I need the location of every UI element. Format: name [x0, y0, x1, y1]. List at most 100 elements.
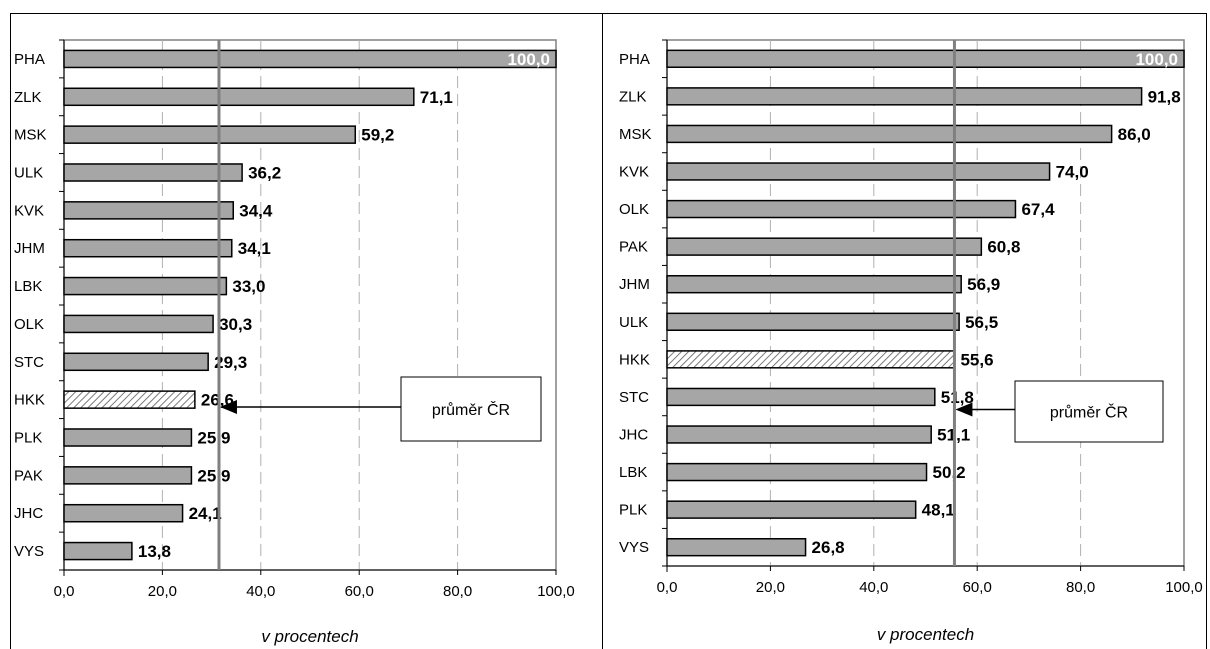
right-value-label: 56,5 [965, 313, 998, 332]
right-value-label: 74,0 [1056, 163, 1089, 182]
left-category-label: MSK [14, 127, 47, 144]
right-x-tick-label: 60,0 [963, 579, 992, 596]
left-category-label: VYS [14, 543, 44, 560]
left-bar-msk [63, 125, 357, 144]
left-bar-lbk [63, 276, 228, 296]
right-bar-pha [666, 49, 1185, 68]
right-category-label: KVK [619, 164, 649, 181]
left-value-label: 71,1 [420, 88, 453, 107]
left-category-label: JHC [14, 505, 43, 522]
left-category-label: KVK [14, 202, 44, 219]
left-value-label: 36,2 [248, 164, 281, 183]
left-bar-zlk [63, 87, 415, 107]
left-bar-jhm [63, 238, 233, 258]
right-bar-pak [666, 237, 983, 256]
right-value-label: 67,4 [1021, 200, 1055, 219]
right-x-tick-label: 0,0 [657, 579, 678, 596]
left-x-tick-label: 0,0 [54, 583, 75, 600]
left-x-axis-title: v procentech [261, 627, 358, 646]
left-arrow-head [219, 400, 237, 414]
left-category-label: ZLK [14, 89, 42, 106]
right-bar-olk [666, 199, 1017, 219]
right-x-axis-title: v procentech [877, 625, 974, 644]
left-category-label: OLK [14, 316, 44, 333]
right-category-label: HKK [619, 351, 650, 368]
right-bar-jhc [666, 425, 932, 444]
left-value-label: 25,9 [197, 466, 230, 485]
left-category-label: PLK [14, 430, 42, 447]
right-x-tick-label: 100,0 [1165, 579, 1203, 596]
right-value-label: 100,0 [1135, 50, 1178, 69]
left-category-label: HKK [14, 392, 45, 409]
right-bar-ulk [666, 312, 960, 331]
left-bar-jhc [63, 503, 184, 523]
left-bar-hkk [63, 390, 196, 409]
right-category-label: JHC [619, 427, 648, 444]
left-value-label: 24,1 [189, 504, 222, 523]
right-value-label: 51,8 [941, 388, 974, 407]
right-chart: 0,0 20,0 40,0 60,0 80,0 100,0 v procentech PHA 1… [619, 39, 1203, 644]
right-category-label: PLK [619, 502, 647, 519]
right-bar-stc [666, 387, 936, 407]
right-category-label: PAK [619, 239, 648, 256]
left-chart: 0,0 20,0 40,0 60,0 80,0 100,0 v procentech PHA 1… [14, 39, 575, 646]
left-value-label: 34,1 [238, 239, 271, 258]
left-value-label: 13,8 [138, 542, 171, 561]
left-x-tick-label: 100,0 [537, 583, 575, 600]
right-category-label: PHA [619, 51, 650, 68]
right-category-label: ULK [619, 314, 648, 331]
left-category-label: LBK [14, 278, 42, 295]
right-category-label: LBK [619, 464, 647, 481]
right-value-label: 48,1 [922, 501, 955, 520]
left-x-tick-label: 60,0 [345, 583, 374, 600]
right-bar-hkk [666, 350, 956, 369]
right-category-label: VYS [619, 539, 649, 556]
right-x-tick-label: 40,0 [859, 579, 888, 596]
left-value-label: 34,4 [239, 201, 273, 220]
left-bar-stc [63, 352, 209, 372]
right-bar-zlk [666, 87, 1143, 106]
right-x-tick-label: 20,0 [756, 579, 785, 596]
left-bar-kvk [63, 201, 234, 220]
left-value-label: 59,2 [361, 126, 394, 145]
right-value-label: 60,8 [987, 238, 1020, 257]
left-x-tick-label: 80,0 [443, 583, 472, 600]
left-bar-ulk [63, 163, 243, 182]
left-bar-pak [63, 466, 193, 485]
right-bar-plk [666, 500, 917, 519]
right-category-label: JHM [619, 276, 650, 293]
left-x-tick-label: 40,0 [246, 583, 275, 600]
right-category-label: STC [619, 389, 649, 406]
right-bar-kvk [666, 162, 1051, 181]
right-value-label: 26,8 [812, 538, 845, 557]
left-category-label: JHM [14, 240, 45, 257]
right-x-tick-label: 80,0 [1066, 579, 1095, 596]
left-callout-text: průměr ČR [432, 400, 510, 419]
right-category-label: MSK [619, 126, 652, 143]
right-arrow-head [955, 402, 973, 417]
left-value-label: 25,9 [197, 429, 230, 448]
right-value-label: 86,0 [1118, 125, 1151, 144]
left-x-tick-label: 20,0 [148, 583, 177, 600]
right-callout-box [1014, 380, 1164, 443]
left-category-label: PHA [14, 51, 45, 68]
left-callout-box [400, 376, 542, 442]
left-bar-vys [63, 541, 133, 561]
left-bar-olk [63, 314, 214, 334]
left-value-label: 33,0 [232, 277, 265, 296]
right-callout-text: průměr ČR [1050, 403, 1128, 422]
right-bar-lbk [666, 462, 928, 482]
left-value-label: 100,0 [507, 50, 550, 69]
left-bar-plk [63, 428, 193, 447]
right-bar-vys [666, 538, 807, 557]
right-value-label: 50,2 [933, 463, 966, 482]
right-value-label: 56,9 [967, 275, 1000, 294]
left-bar-pha [63, 49, 557, 69]
right-value-label: 91,8 [1148, 87, 1181, 106]
right-value-label: 55,6 [960, 350, 993, 369]
right-category-label: OLK [619, 201, 649, 218]
right-bar-msk [666, 124, 1113, 144]
left-value-label: 29,3 [214, 353, 247, 372]
right-bar-jhm [666, 275, 962, 294]
